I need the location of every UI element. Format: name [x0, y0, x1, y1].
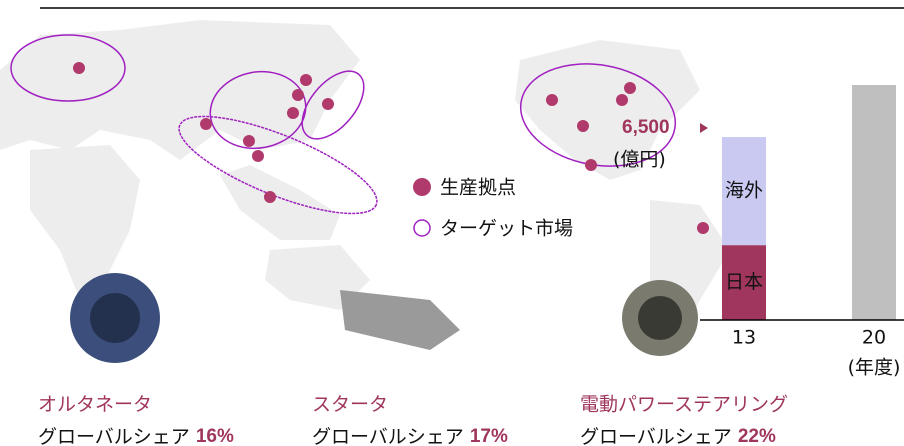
- product-share: グローバルシェア 17%: [312, 426, 508, 446]
- product-share: グローバルシェア 22%: [580, 426, 776, 446]
- product-images: [70, 273, 698, 363]
- segment-label: 海外: [725, 180, 763, 202]
- legend-markets: ターゲット市場: [440, 218, 573, 240]
- unit-label: (億円): [613, 149, 666, 171]
- product-name: オルタネータ: [38, 394, 152, 416]
- product-name: 電動パワーステアリング: [580, 394, 788, 416]
- legend-market-icon: [414, 220, 430, 236]
- legend-sites: 生産拠点: [440, 177, 516, 199]
- legend-site-icon: [413, 178, 431, 196]
- page: 生産拠点 ターゲット市場 オルタネータ グローバルシェア 16% スタータ グロ…: [0, 0, 904, 446]
- x-tick-label: 13: [732, 327, 756, 349]
- product-name: スタータ: [312, 394, 388, 416]
- x-tick-label: 20: [862, 327, 886, 349]
- segment-label: 日本: [725, 271, 763, 293]
- product-share: グローバルシェア 16%: [38, 426, 234, 446]
- annotation-arrow: [700, 123, 708, 133]
- x-axis-label: (年度): [848, 357, 901, 379]
- total-annotation: 6,500: [622, 117, 670, 138]
- bar-segment: [852, 85, 896, 320]
